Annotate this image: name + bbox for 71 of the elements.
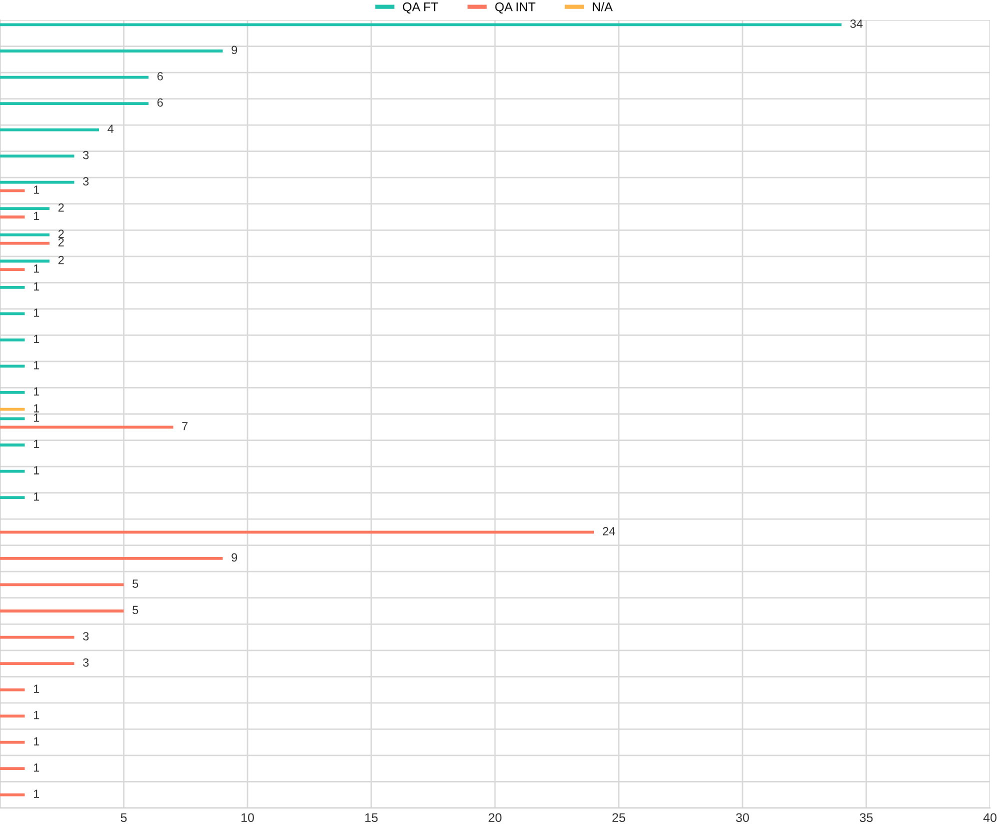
data-label: 1	[34, 282, 40, 290]
bar	[0, 714, 25, 718]
legend-label: N/A	[592, 2, 613, 12]
bar	[0, 286, 25, 289]
data-label: 3	[83, 658, 89, 667]
data-label: 1	[34, 684, 40, 693]
bar	[0, 557, 223, 560]
data-label: 34	[850, 20, 863, 28]
bar	[0, 207, 50, 210]
data-label: 1	[34, 387, 40, 396]
bar	[0, 260, 50, 263]
data-label: 3	[83, 632, 89, 640]
bar	[0, 610, 124, 612]
legend-label: QA FT	[402, 2, 438, 14]
bar	[0, 496, 25, 499]
x-tick-label: 5	[120, 813, 127, 822]
data-label: 2	[58, 230, 64, 238]
data-label: 3	[83, 177, 89, 186]
data-label: 2	[58, 256, 64, 264]
bar	[0, 740, 25, 744]
data-label: 24	[602, 527, 616, 536]
bar	[0, 312, 25, 316]
data-label: 1	[34, 334, 40, 343]
bar	[0, 233, 50, 236]
data-label: 6	[157, 98, 163, 107]
data-label: 1	[34, 264, 40, 273]
bar	[0, 216, 25, 218]
data-label: 1	[34, 212, 40, 220]
data-label: 1	[34, 466, 40, 474]
bar	[0, 767, 25, 770]
data-label: 1	[34, 186, 40, 194]
data-label: 9	[232, 46, 238, 54]
x-tick-label: 35	[860, 813, 873, 822]
data-label: 1	[34, 440, 40, 448]
bar	[0, 180, 74, 184]
data-label: 1	[34, 414, 40, 422]
data-label: 1	[34, 737, 40, 746]
bar	[0, 426, 174, 429]
bar	[0, 391, 25, 394]
x-tick-label: 40	[983, 813, 996, 822]
bar	[0, 662, 74, 665]
bar	[0, 793, 25, 796]
data-label: 2	[58, 238, 64, 246]
data-label: 3	[83, 150, 89, 160]
data-label: 1	[34, 361, 40, 370]
x-tick-label: 30	[736, 813, 749, 822]
bar	[0, 268, 25, 271]
data-label: 5	[132, 580, 138, 588]
data-label: 5	[132, 606, 138, 614]
bar	[0, 364, 25, 368]
bar	[0, 154, 74, 158]
data-label: 7	[182, 422, 188, 430]
x-tick-label: 15	[365, 813, 378, 822]
bar	[0, 444, 25, 446]
legend-label: QA INT	[495, 2, 536, 14]
data-label: 9	[232, 553, 238, 562]
bar	[0, 102, 148, 105]
data-label: 1	[34, 711, 40, 720]
bar	[0, 50, 223, 52]
data-label: 6	[157, 72, 163, 80]
x-tick-label: 25	[612, 813, 626, 822]
data-label: 1	[34, 404, 40, 412]
data-label: 1	[34, 308, 40, 317]
data-label: 4	[108, 124, 114, 133]
data-label: 2	[58, 203, 64, 212]
data-label: 1	[34, 764, 40, 772]
data-label: 1	[34, 492, 40, 501]
data-label: 1	[34, 790, 40, 798]
x-tick-label: 10	[242, 813, 254, 822]
bar	[0, 338, 25, 342]
x-tick-label: 20	[488, 813, 502, 822]
